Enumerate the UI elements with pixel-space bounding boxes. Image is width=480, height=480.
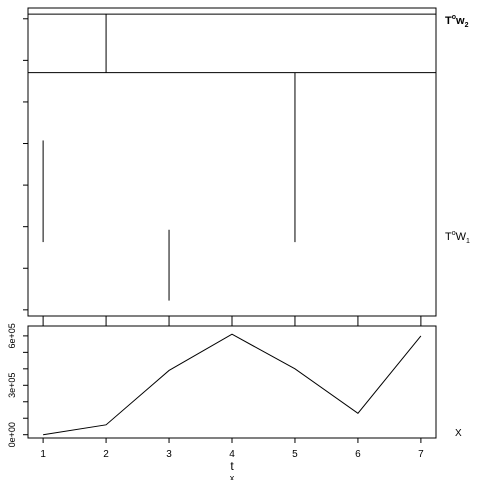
lower-panel: 1 2 3 4 5 6 7 0e+00 3e+05 6e+05 t x X [7, 321, 462, 480]
lower-y-ticks: 0e+00 3e+05 6e+05 [7, 323, 28, 447]
upper-x-ticks [42, 316, 422, 321]
upper-panel: Tow2 ToW1 [23, 7, 470, 321]
x-tick-label: 4 [229, 449, 235, 460]
y-tick-label: 0e+00 [7, 422, 17, 447]
label-x-series: X [455, 428, 462, 439]
label-tow1: ToW1 [445, 230, 470, 245]
upper-y-ticks [23, 18, 28, 311]
x-tick-label: 1 [40, 449, 46, 460]
x-axis-label: t [230, 459, 234, 473]
x-tick-label: 3 [166, 449, 172, 460]
x-axis-sublabel: x [230, 473, 235, 480]
lower-plot-frame [27, 325, 437, 439]
series-line-x [43, 333, 422, 436]
x-tick-label: 7 [418, 449, 424, 460]
label-tow2: Tow2 [445, 14, 469, 29]
y-tick-label: 3e+05 [7, 373, 17, 398]
upper-plot-frame [27, 7, 437, 317]
upper-vertical-segments [42, 14, 296, 301]
lower-x-ticks: 1 2 3 4 5 6 7 [40, 321, 424, 460]
x-tick-label: 2 [103, 449, 109, 460]
x-tick-label: 5 [292, 449, 298, 460]
y-tick-label: 6e+05 [7, 323, 17, 348]
x-tick-label: 6 [355, 449, 361, 460]
upper-horizontal-lines [28, 13, 436, 74]
